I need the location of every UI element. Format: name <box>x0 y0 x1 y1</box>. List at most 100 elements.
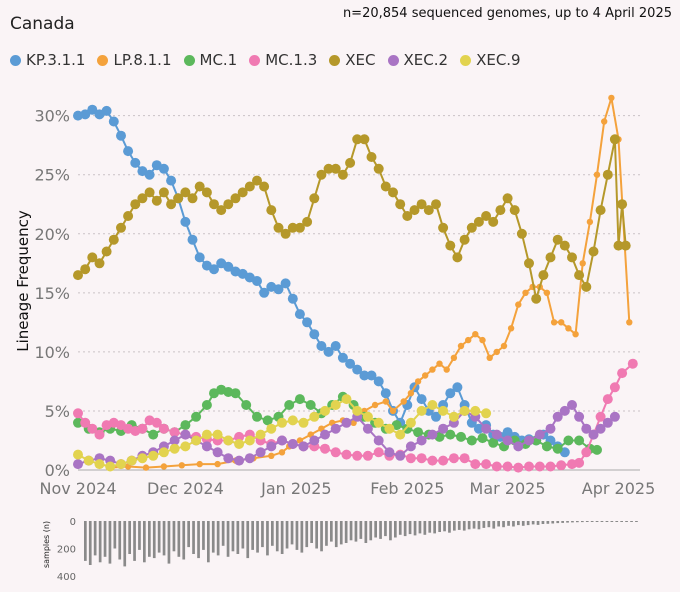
legend-item-xec-9[interactable]: XEC.9 <box>460 51 521 69</box>
data-point <box>409 205 420 216</box>
data-point <box>178 462 185 469</box>
data-point <box>380 388 391 399</box>
data-point <box>581 447 592 458</box>
data-point <box>287 439 298 449</box>
data-point <box>123 211 134 221</box>
data-point <box>94 459 105 470</box>
sample-bar <box>167 521 171 564</box>
data-point <box>452 252 463 263</box>
data-point <box>438 222 449 233</box>
data-point <box>108 234 119 245</box>
data-point <box>524 258 534 269</box>
sample-bar <box>438 521 441 532</box>
sample-bar <box>197 521 200 559</box>
data-point <box>158 447 169 458</box>
legend-item-mc-1-3[interactable]: MC.1.3 <box>249 51 317 69</box>
data-point <box>522 289 529 296</box>
data-point <box>595 423 606 434</box>
sample-bar <box>157 521 161 553</box>
data-point <box>201 441 212 452</box>
data-point <box>209 264 219 275</box>
sample-bar <box>398 521 402 535</box>
data-point <box>320 443 330 454</box>
data-point <box>414 378 422 385</box>
sample-bar <box>295 521 299 550</box>
sample-bar <box>98 521 102 563</box>
data-point <box>581 423 592 434</box>
legend-item-lp-8-1-1[interactable]: LP.8.1.1 <box>97 51 172 69</box>
data-point <box>80 109 91 120</box>
sample-bar <box>462 521 466 531</box>
data-point <box>486 354 493 361</box>
legend-label: KP.3.1.1 <box>26 51 86 69</box>
data-point <box>337 169 348 180</box>
data-point <box>187 193 198 204</box>
data-point <box>352 405 363 416</box>
data-point <box>495 205 506 216</box>
data-point <box>169 427 180 438</box>
data-point <box>73 449 83 460</box>
data-point <box>541 441 552 452</box>
legend-item-xec-2[interactable]: XEC.2 <box>387 51 448 69</box>
data-point <box>502 435 513 446</box>
data-point <box>366 152 377 162</box>
data-point <box>266 423 277 434</box>
sample-bar <box>482 521 486 528</box>
data-point <box>341 449 352 460</box>
data-point <box>543 289 551 296</box>
data-point <box>620 240 631 251</box>
sample-bar <box>457 521 461 530</box>
data-point <box>491 461 502 472</box>
sample-bar <box>182 521 186 560</box>
data-point <box>405 417 416 428</box>
data-point <box>559 240 570 251</box>
data-point <box>244 181 255 192</box>
data-point <box>431 411 441 422</box>
data-point <box>473 216 484 227</box>
data-point <box>588 246 599 257</box>
data-point <box>416 453 427 464</box>
data-point <box>352 134 363 145</box>
legend-swatch <box>249 54 261 66</box>
data-point <box>320 405 330 416</box>
y-tick-label: 15% <box>34 284 70 303</box>
data-point <box>259 181 270 192</box>
data-point <box>148 450 159 461</box>
data-point <box>359 134 370 145</box>
data-point <box>87 104 98 115</box>
sample-bar <box>354 521 358 542</box>
x-tick-label: Dec 2024 <box>147 479 224 498</box>
sample-bar <box>521 521 525 526</box>
sample-bar <box>502 521 505 528</box>
sample-bar <box>384 521 387 537</box>
data-point <box>413 427 424 438</box>
data-point <box>552 234 563 245</box>
data-point <box>416 394 427 405</box>
data-point <box>371 401 379 409</box>
sample-bar <box>339 521 343 545</box>
data-point <box>309 435 320 446</box>
data-point <box>94 429 105 440</box>
data-point <box>380 181 391 192</box>
data-point <box>123 146 134 157</box>
sample-bar <box>467 521 471 530</box>
data-point <box>477 433 488 444</box>
data-point <box>384 423 395 434</box>
data-point <box>180 420 191 431</box>
data-point <box>558 319 565 326</box>
legend-item-mc-1[interactable]: MC.1 <box>183 51 237 69</box>
data-point <box>230 388 241 399</box>
data-point <box>405 453 416 464</box>
data-point <box>601 118 608 125</box>
data-point <box>592 444 602 455</box>
data-point <box>450 354 458 361</box>
data-point <box>502 461 513 472</box>
sample-bar <box>581 521 584 523</box>
legend-item-xec[interactable]: XEC <box>329 51 376 69</box>
data-point <box>273 222 284 233</box>
data-point <box>538 270 549 281</box>
data-point <box>212 429 223 440</box>
data-point <box>395 429 406 440</box>
legend-item-kp-3-1-1[interactable]: KP.3.1.1 <box>10 51 85 69</box>
data-point <box>83 455 94 466</box>
